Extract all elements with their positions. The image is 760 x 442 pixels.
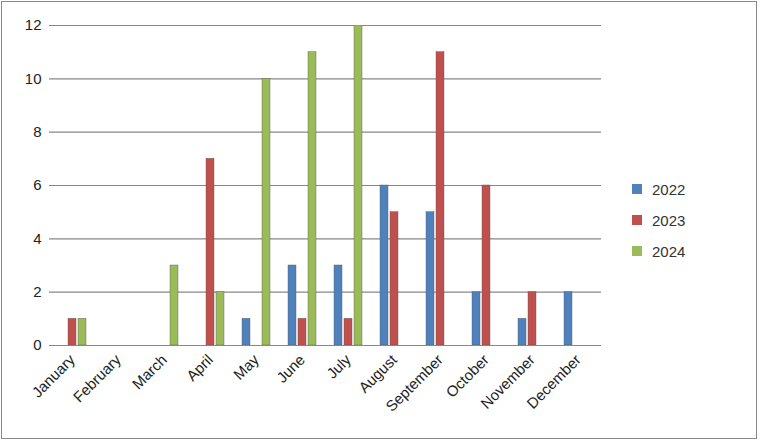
svg-text:2: 2 bbox=[33, 283, 41, 300]
svg-text:June: June bbox=[273, 351, 308, 386]
svg-text:0: 0 bbox=[33, 336, 41, 353]
svg-text:September: September bbox=[382, 351, 446, 415]
svg-text:February: February bbox=[70, 350, 125, 405]
svg-text:January: January bbox=[28, 350, 78, 401]
svg-text:August: August bbox=[355, 350, 401, 396]
svg-text:May: May bbox=[230, 350, 262, 382]
svg-text:8: 8 bbox=[33, 123, 41, 140]
svg-text:12: 12 bbox=[25, 16, 42, 33]
svg-text:July: July bbox=[323, 350, 354, 381]
svg-text:October: October bbox=[442, 350, 492, 401]
svg-text:4: 4 bbox=[33, 230, 41, 247]
svg-text:10: 10 bbox=[25, 70, 42, 87]
html-text:2022: 2022 bbox=[652, 180, 686, 198]
svg-text:March: March bbox=[129, 351, 170, 392]
html-text:2023: 2023 bbox=[652, 211, 686, 229]
svg-text:November: November bbox=[477, 350, 538, 412]
svg-text:December: December bbox=[523, 351, 584, 412]
html-text:2024: 2024 bbox=[652, 242, 686, 260]
svg-text:April: April bbox=[183, 351, 216, 384]
svg-text:6: 6 bbox=[33, 176, 41, 193]
